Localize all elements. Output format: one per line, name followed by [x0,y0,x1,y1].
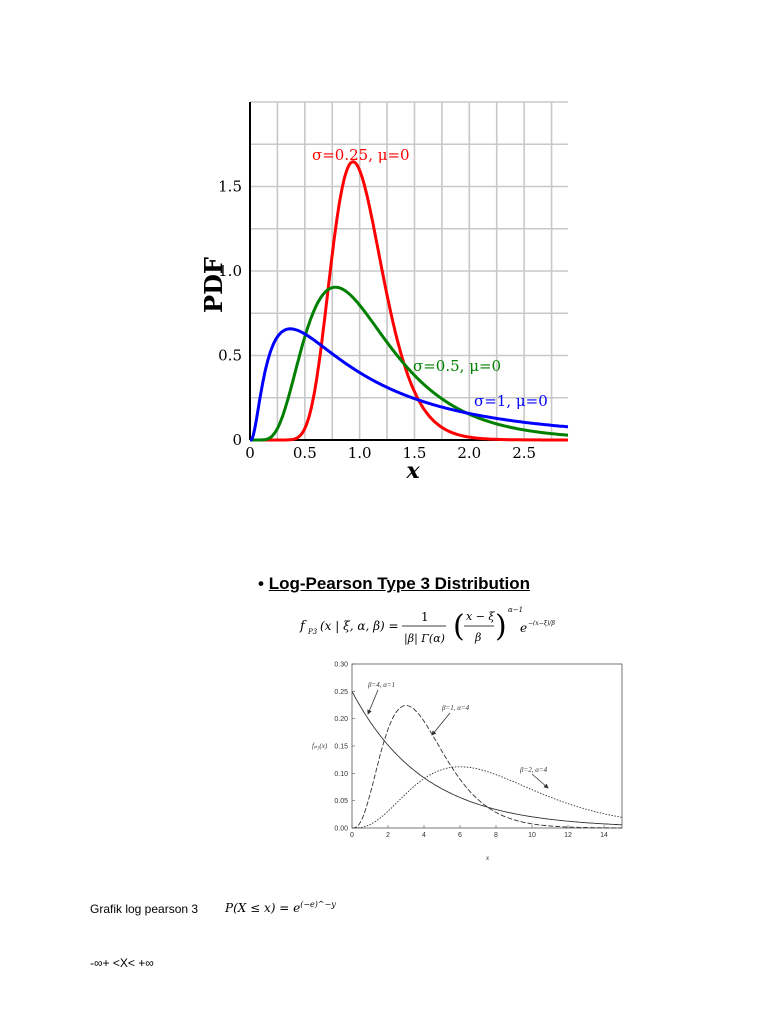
x-tick-label: 6 [458,832,462,839]
y-tick-label: 0.10 [334,771,348,778]
bullet: • [258,574,264,593]
section-heading: • Log-Pearson Type 3 Distribution [258,574,530,594]
cdf-formula-exp: (−e)^−y [300,900,336,909]
y-axis-label: PDF [199,257,228,313]
formula-frac-den: β [474,631,481,644]
formula-e: e [520,621,527,635]
x-tick-label: 12 [564,832,572,839]
x-tick-label: 4 [422,832,426,839]
heading-text: Log-Pearson Type 3 Distribution [268,574,531,593]
y-tick-label: 0.15 [334,744,348,751]
y-tick-label: 0.05 [334,798,348,805]
series-line-1 [250,285,569,442]
svg-text:(: ( [453,609,465,644]
y-tick-label: 0.5 [218,347,242,365]
formula-lhs: f [299,619,307,634]
formula-frac-num: x − ξ [466,610,495,623]
svg-text:): ) [495,609,507,644]
series-line-0 [351,691,623,826]
series-line-2 [249,327,569,442]
x-tick-label: 0 [350,832,354,839]
formula-den: |β| Γ(α) [404,632,445,646]
series-label-sigma-025: σ=0.25, μ=0 [312,146,410,164]
cdf-formula: P(X ≤ x) = e(−e)^−y [225,900,336,915]
x-tick-label: 0 [245,444,255,462]
y-tick-label: 0.20 [334,716,348,723]
formula-args: (x | ξ, α, β) = [320,619,399,633]
x-tick-label: 10 [528,832,536,839]
x-axis-label: x [485,854,490,862]
cdf-formula-main: P(X ≤ x) = e [225,901,301,915]
series-line-0 [250,160,568,442]
lognormal-pdf-chart: 0 0.5 1.0 1.5 2.0 2.5 0 0.5 1.0 1.5 PDF x σ=0.25,… [199,101,569,484]
y-tick-label: 0 [232,431,242,449]
y-tick-label: 0.30 [334,662,348,669]
y-tick-label: 1.5 [218,178,242,196]
pdf-formula: f P3 (x | ξ, α, β) = 1 |β| Γ(α) ( x − ξ … [299,606,555,646]
x-tick-label: 1.0 [348,444,372,462]
x-tick-label: 2.5 [512,444,536,462]
series-label-b2-a4: β=2, α=4 [519,766,548,774]
y-axis-label: fₚ₃(x) [312,742,328,750]
series-line-1 [352,705,622,829]
formula-e-exp: −(x−ξ)/β [528,620,555,627]
x-tick-label: 8 [494,832,498,839]
range-text: -∞+ <X< +∞ [90,956,154,970]
y-tick-label: 0.25 [334,689,348,696]
grafik-label: Grafik log pearson 3 [90,902,199,916]
x-tick-label: 1.5 [403,444,427,462]
x-tick-label: 14 [600,832,608,839]
y-tick-label: 0.00 [334,826,348,833]
x-axis-label: x [405,458,420,484]
formula-sub: P3 [307,628,318,636]
pearson3-chart: 0 2 4 6 8 10 12 140.000.050.100.150.200.250.30 … [312,662,623,862]
series-label-b4-a1: β=4, α=1 [367,681,395,689]
x-tick-label: 2.0 [457,444,481,462]
series-line-2 [352,766,623,829]
x-tick-label: 2 [386,832,390,839]
y-tick-label: 1.0 [218,262,242,280]
formula-num: 1 [421,610,429,624]
series-label-b1-a4: β=1, α=4 [441,704,470,712]
x-tick-label: 0.5 [293,444,317,462]
series-label-sigma-1: σ=1, μ=0 [474,392,548,410]
series-label-sigma-05: σ=0.5, μ=0 [413,357,501,375]
formula-exp: α−1 [508,606,523,614]
